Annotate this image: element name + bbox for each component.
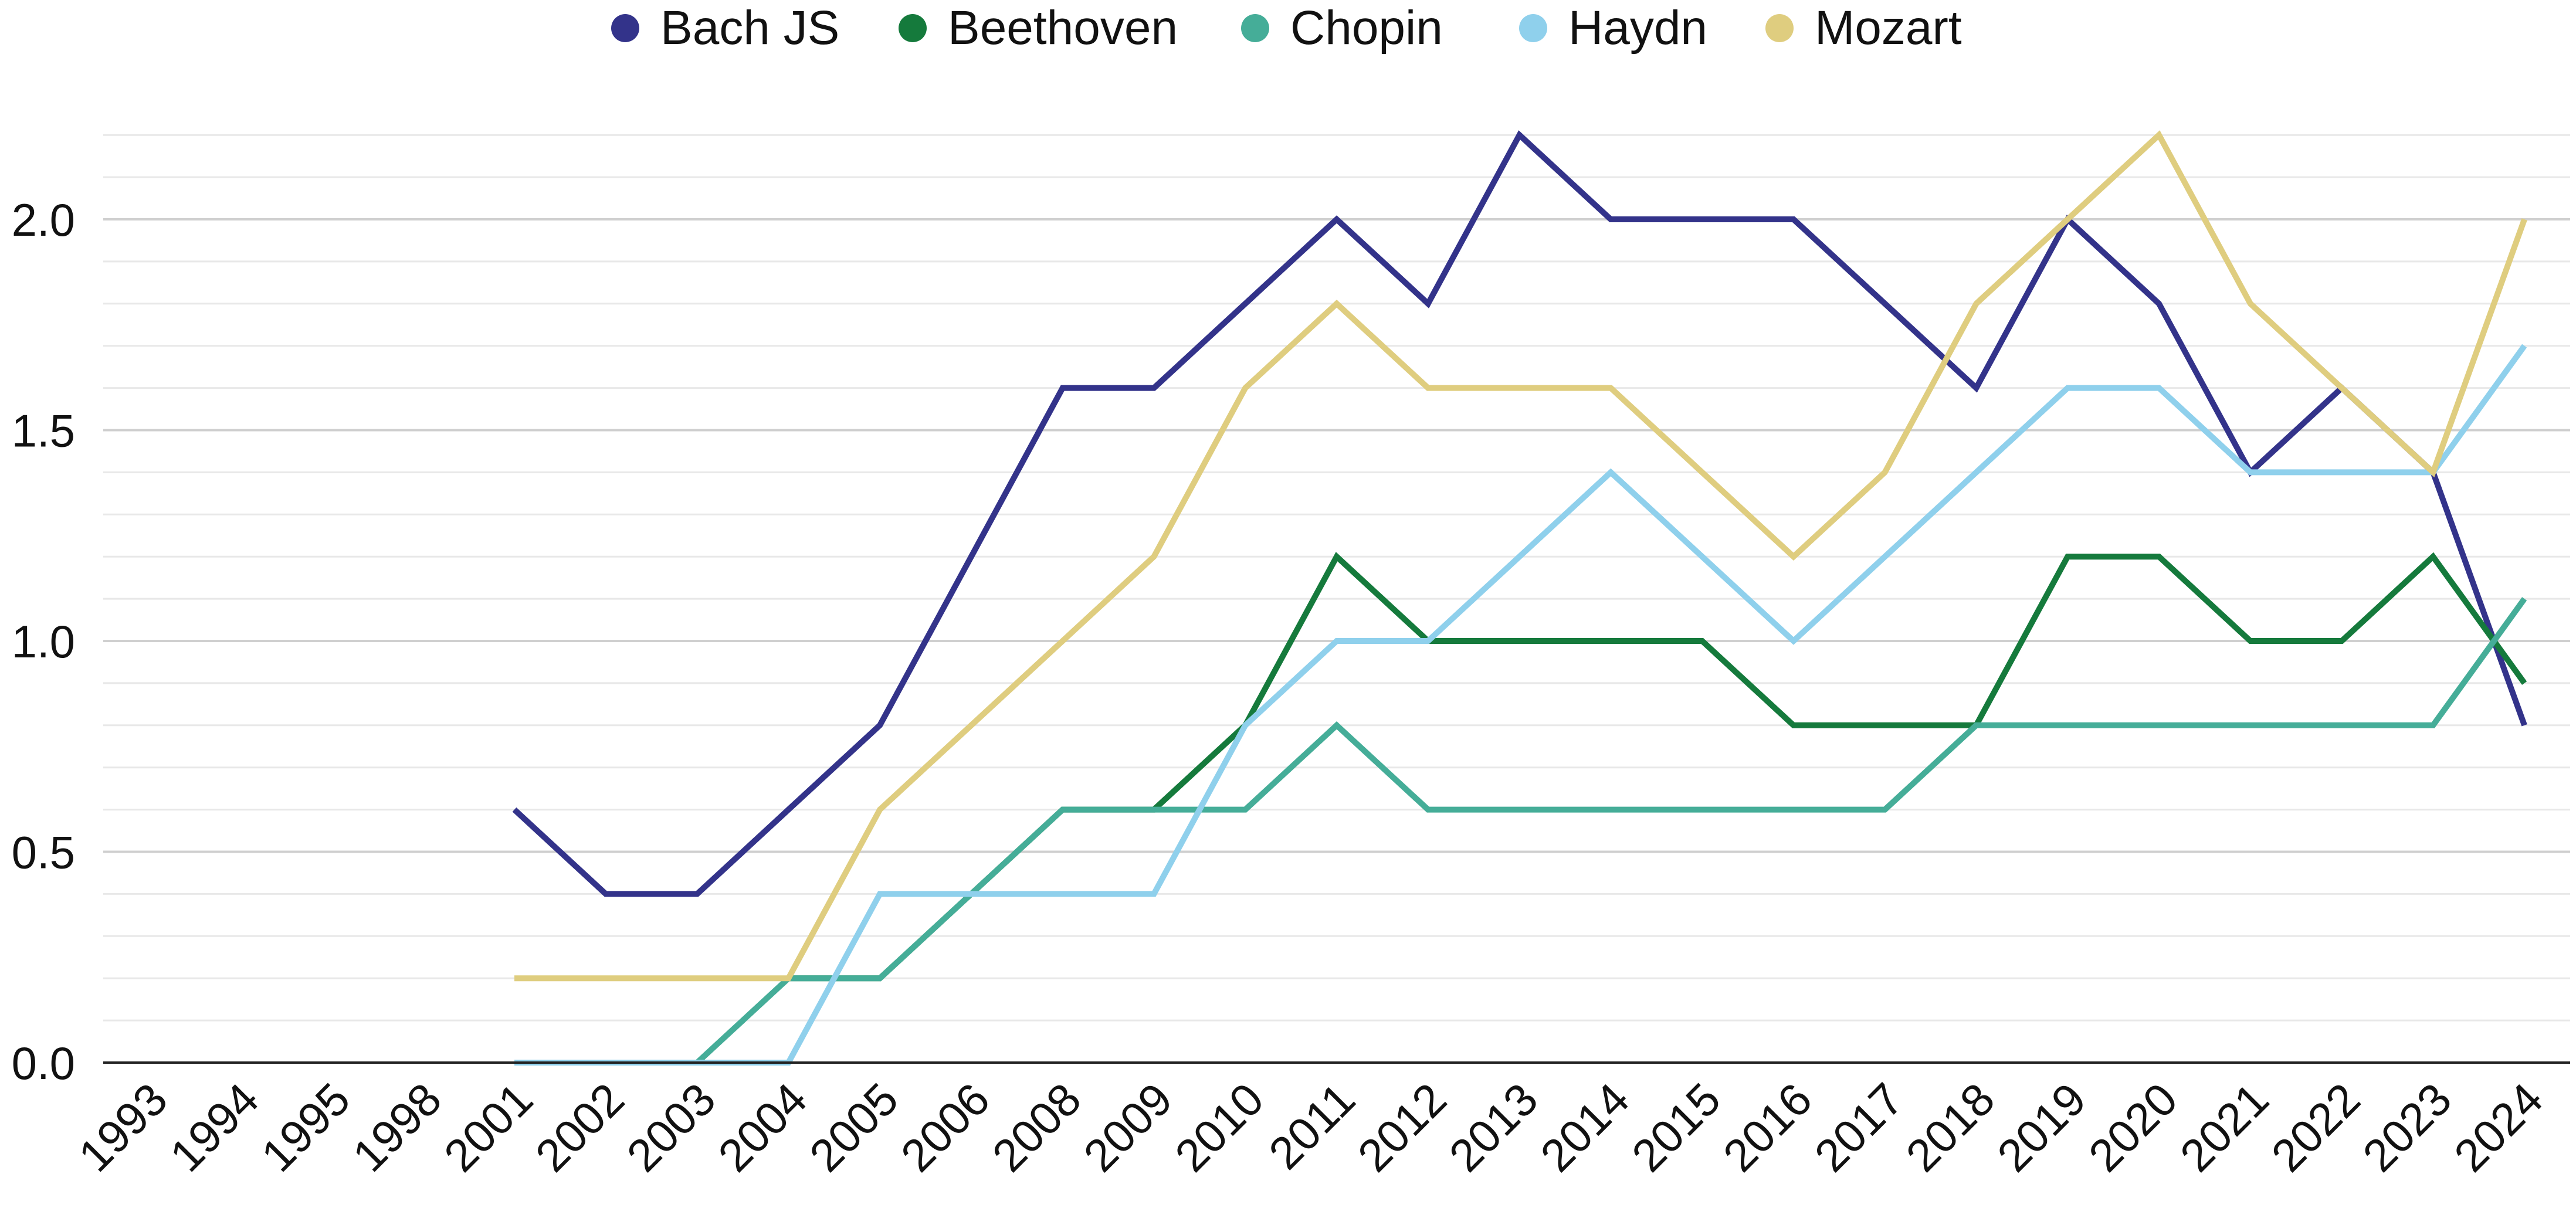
series-line-mozart [514,130,2527,982]
x-tick-label: 2019 [1987,1073,2096,1182]
x-tick-label: 2005 [799,1073,908,1182]
x-tick-label: 2017 [1805,1073,1913,1182]
x-tick-label: 2008 [982,1073,1091,1182]
x-tick-label: 2006 [891,1073,999,1182]
x-tick-label: 1993 [69,1073,177,1182]
y-axis: 0.0 0.5 1.0 1.5 2.0 [12,194,75,1089]
legend-marker [1765,14,1794,42]
series-line-chopin [514,597,2527,1066]
legend-item-haydn: Haydn [1519,1,1707,55]
x-tick-label: 2020 [2079,1073,2187,1182]
legend-label: Chopin [1290,1,1443,55]
x-tick-label: 2010 [1165,1073,1273,1182]
y-tick-label: 1.0 [12,616,75,667]
x-tick-label: 2022 [2262,1073,2370,1182]
legend-item-beethoven: Beethoven [899,1,1178,55]
legend-label: Mozart [1815,1,1962,55]
legend-marker [899,14,927,42]
x-tick-label: 2023 [2353,1073,2461,1182]
series-lines [512,130,2527,1066]
x-tick-label: 2011 [1259,1073,1365,1179]
legend-item-mozart: Mozart [1765,1,1962,55]
legend-label: Bach JS [660,1,839,55]
series-line-bach-js [512,130,2527,897]
x-tick-label: 2002 [526,1073,634,1182]
x-tick-label: 1998 [343,1073,451,1182]
legend-label: Haydn [1568,1,1707,55]
x-tick-label: 1995 [252,1073,360,1182]
x-tick-label: 2024 [2444,1073,2553,1182]
x-tick-label: 2013 [1439,1073,1548,1182]
legend: Bach JS Beethoven Chopin Haydn Mozart [611,1,1962,55]
x-tick-label: 2009 [1074,1073,1182,1182]
x-tick-label: 1994 [160,1073,269,1182]
series-line-haydn [514,344,2527,1066]
x-tick-label: 2001 [434,1073,543,1182]
x-axis: 1993199419951998200120022003200420052006… [69,1061,2570,1182]
x-tick-label: 2021 [2170,1073,2279,1182]
x-tick-label: 2018 [1896,1073,2005,1182]
y-tick-label: 2.0 [12,194,75,246]
y-tick-label: 1.5 [12,405,75,457]
x-tick-label: 2004 [708,1073,816,1182]
legend-item-bach-js: Bach JS [611,1,839,55]
gridlines [103,134,2570,1022]
legend-marker [1519,14,1547,42]
x-tick-label: 2012 [1348,1073,1456,1182]
x-tick-label: 2014 [1530,1073,1639,1182]
x-tick-label: 2015 [1622,1073,1730,1182]
x-tick-label: 2003 [617,1073,726,1182]
legend-marker [1241,14,1269,42]
legend-marker [611,14,639,42]
y-tick-label: 0.0 [12,1037,75,1089]
legend-label: Beethoven [948,1,1178,55]
x-tick-label: 2016 [1713,1073,1822,1182]
y-tick-label: 0.5 [12,827,75,878]
legend-item-chopin: Chopin [1241,1,1443,55]
